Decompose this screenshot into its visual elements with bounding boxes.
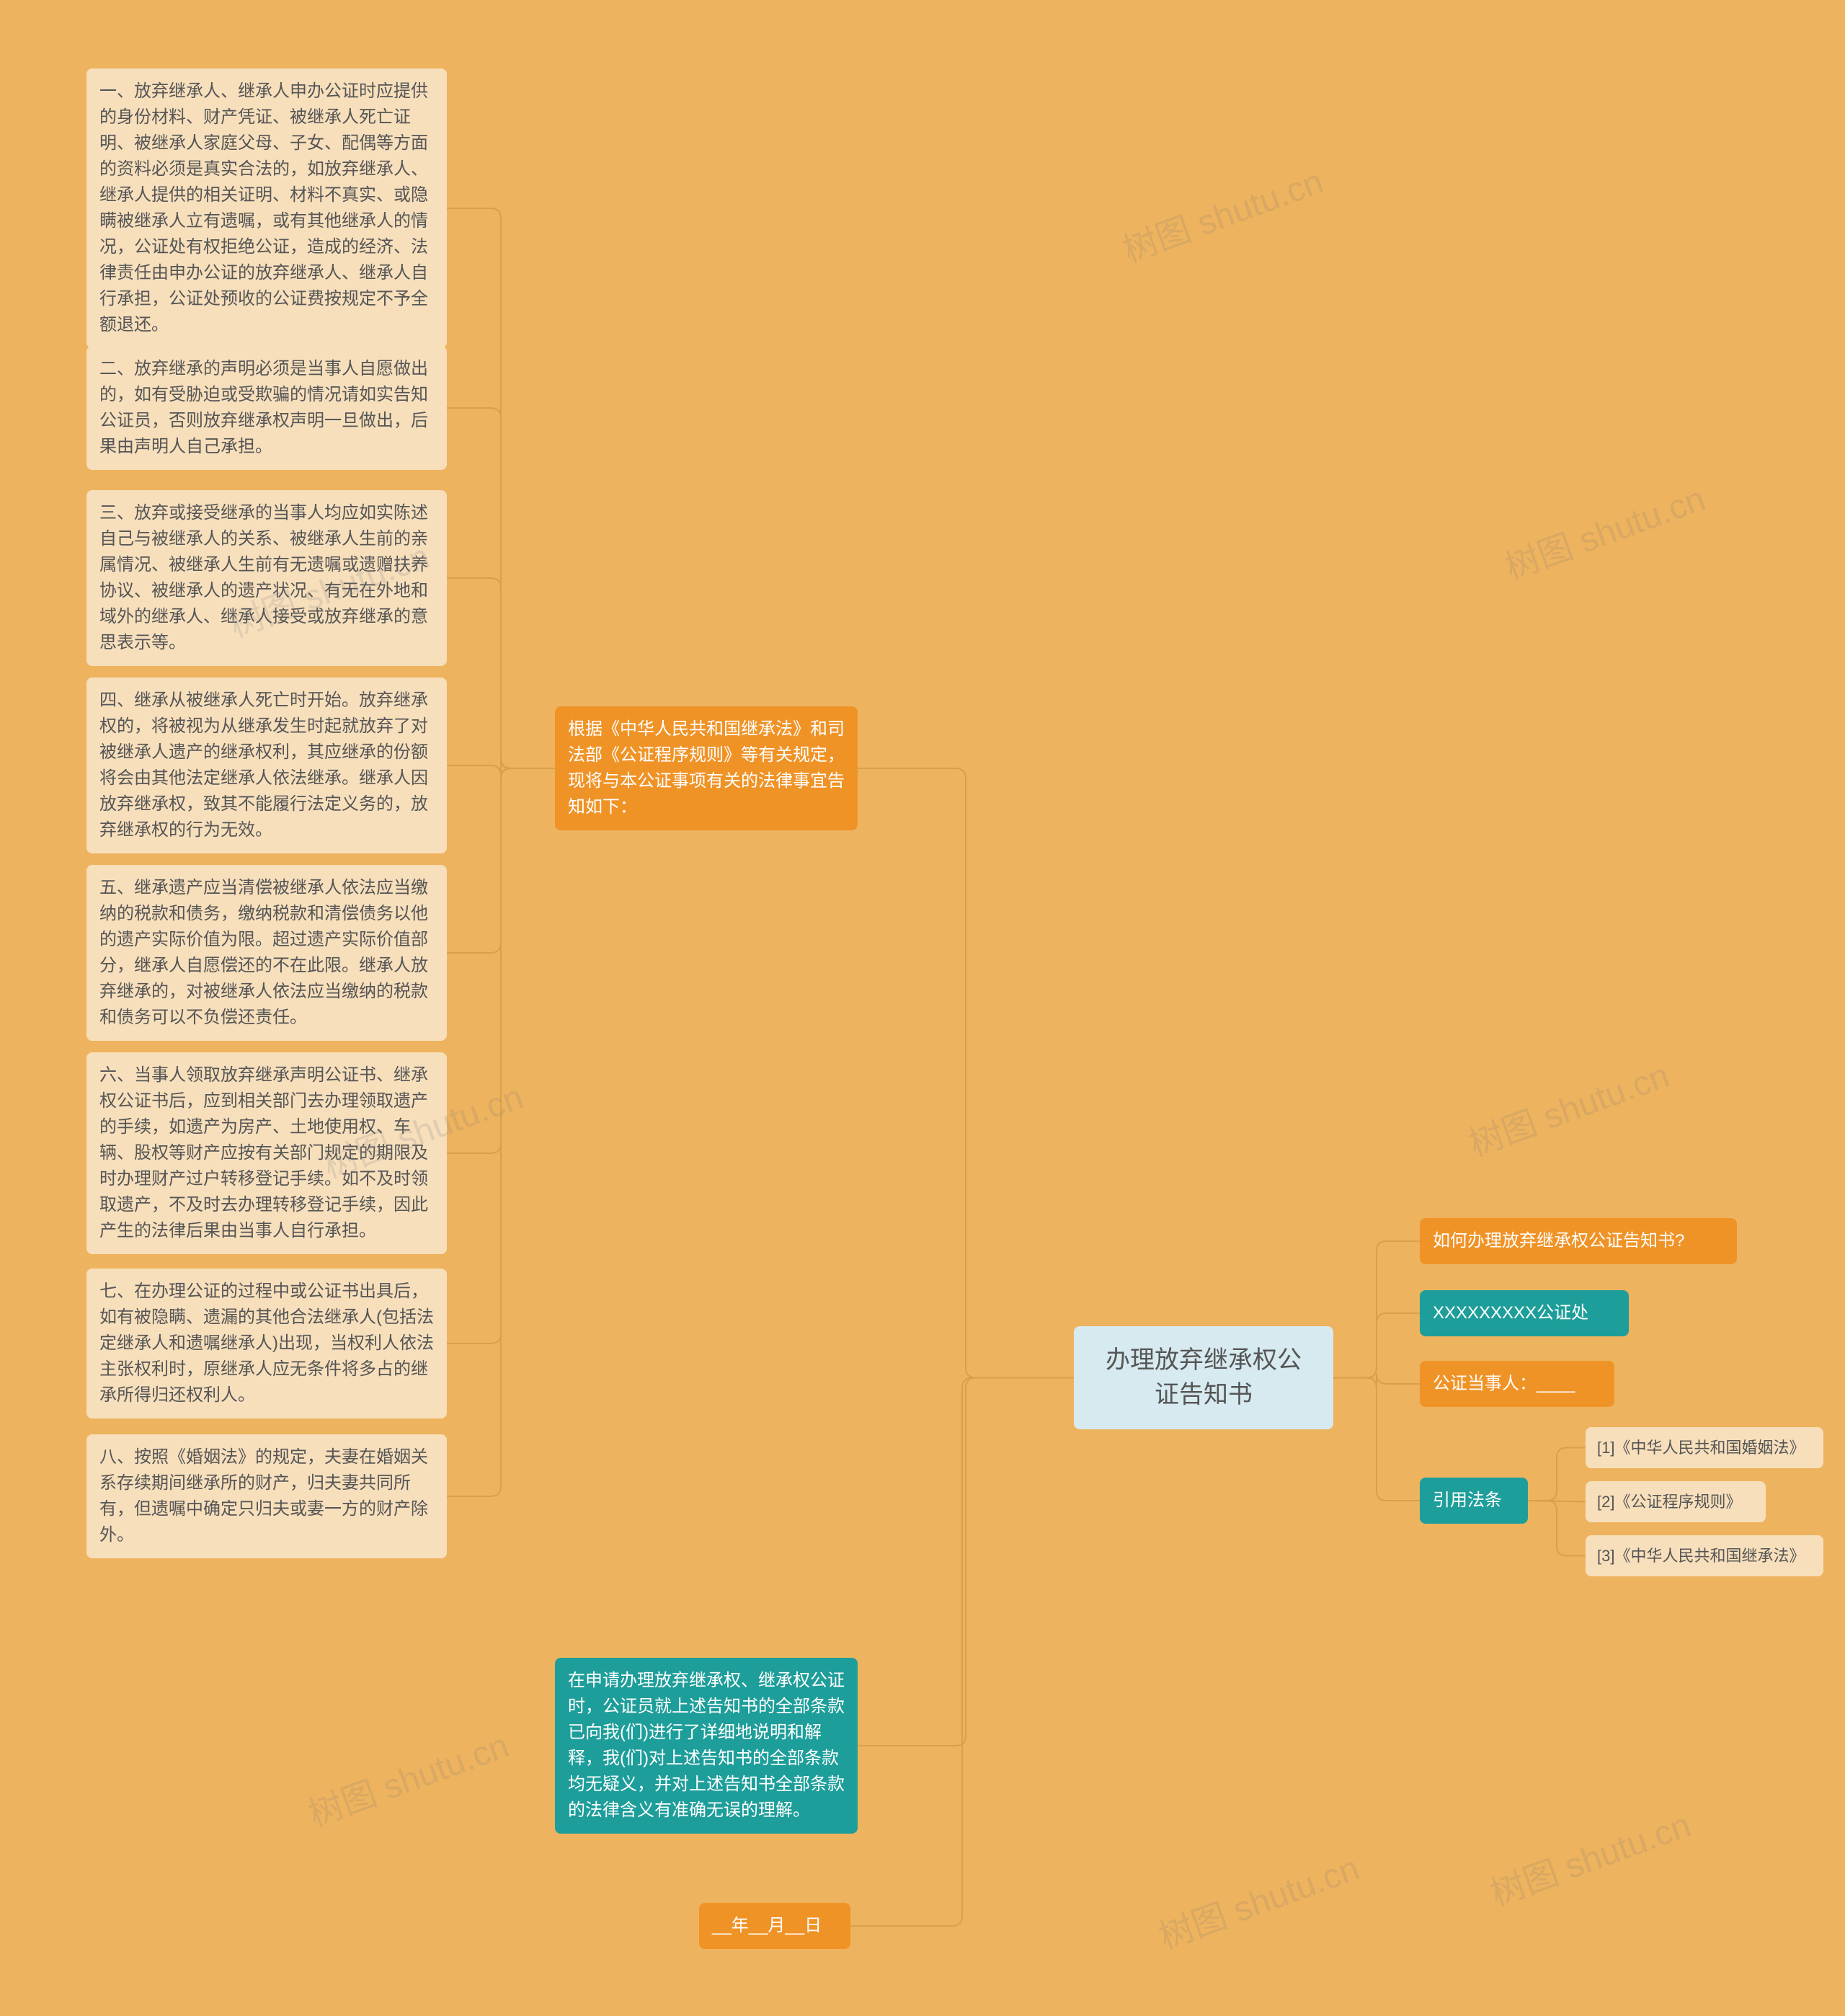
node-r4a: [1]《中华人民共和国婚姻法》 — [1586, 1427, 1823, 1468]
watermark: 树图 shutu.cn — [1497, 470, 1711, 589]
node-r3: 公证当事人：____ — [1420, 1361, 1614, 1407]
edge — [858, 768, 1074, 1378]
node-c1: 一、放弃继承人、继承人申办公证时应提供的身份材料、财产凭证、被继承人死亡证明、被… — [86, 68, 447, 348]
edge — [447, 768, 555, 1344]
edge — [447, 768, 555, 1496]
watermark: 树图 shutu.cn — [1461, 1047, 1675, 1165]
node-c6: 六、当事人领取放弃继承声明公证书、继承权公证书后，应到相关部门去办理领取遗产的手… — [86, 1052, 447, 1254]
node-c4: 四、继承从被继承人死亡时开始。放弃继承权的，将被视为从继承发生时起就放弃了对被继… — [86, 678, 447, 853]
edge — [1528, 1501, 1586, 1556]
node-l_intro: 根据《中华人民共和国继承法》和司法部《公证程序规则》等有关规定，现将与本公证事项… — [555, 706, 858, 830]
edge — [850, 1378, 1074, 1927]
node-c2: 二、放弃继承的声明必须是当事人自愿做出的，如有受胁迫或受欺骗的情况请如实告知公证… — [86, 346, 447, 470]
node-r2: XXXXXXXXX公证处 — [1420, 1290, 1629, 1336]
edge — [1528, 1448, 1586, 1501]
node-r4: 引用法条 — [1420, 1478, 1528, 1524]
node-c3: 三、放弃或接受继承的当事人均应如实陈述自己与被继承人的关系、被继承人生前的亲属情… — [86, 490, 447, 666]
edge — [447, 578, 555, 768]
watermark: 树图 shutu.cn — [301, 1717, 515, 1836]
watermark: 树图 shutu.cn — [1115, 153, 1329, 272]
edge — [447, 208, 555, 768]
edge — [447, 768, 555, 953]
node-l_apply: 在申请办理放弃继承权、继承权公证时，公证员就上述告知书的全部条款已向我(们)进行… — [555, 1658, 858, 1834]
edge — [447, 408, 555, 768]
edge — [1333, 1241, 1420, 1378]
edge — [1333, 1313, 1420, 1378]
node-c5: 五、继承遗产应当清偿被继承人依法应当缴纳的税款和债务，缴纳税款和清偿债务以他的遗… — [86, 865, 447, 1041]
node-r4b: [2]《公证程序规则》 — [1586, 1481, 1766, 1522]
node-r1: 如何办理放弃继承权公证告知书? — [1420, 1218, 1737, 1264]
edge — [1333, 1378, 1420, 1501]
edge — [447, 758, 555, 776]
watermark: 树图 shutu.cn — [1482, 1796, 1697, 1915]
node-center: 办理放弃继承权公证告知书 — [1074, 1326, 1333, 1429]
node-c7: 七、在办理公证的过程中或公证书出具后，如有被隐瞒、遗漏的其他合法继承人(包括法定… — [86, 1269, 447, 1418]
edge — [1528, 1501, 1586, 1502]
edge — [447, 768, 555, 1153]
edge — [858, 1378, 1074, 1746]
node-r4c: [3]《中华人民共和国继承法》 — [1586, 1535, 1823, 1576]
edge — [1333, 1374, 1420, 1388]
node-c8: 八、按照《婚姻法》的规定，夫妻在婚姻关系存续期间继承所的财产，归夫妻共同所有，但… — [86, 1434, 447, 1558]
node-l_date: __年__月__日 — [699, 1903, 850, 1949]
watermark: 树图 shutu.cn — [1151, 1839, 1365, 1958]
